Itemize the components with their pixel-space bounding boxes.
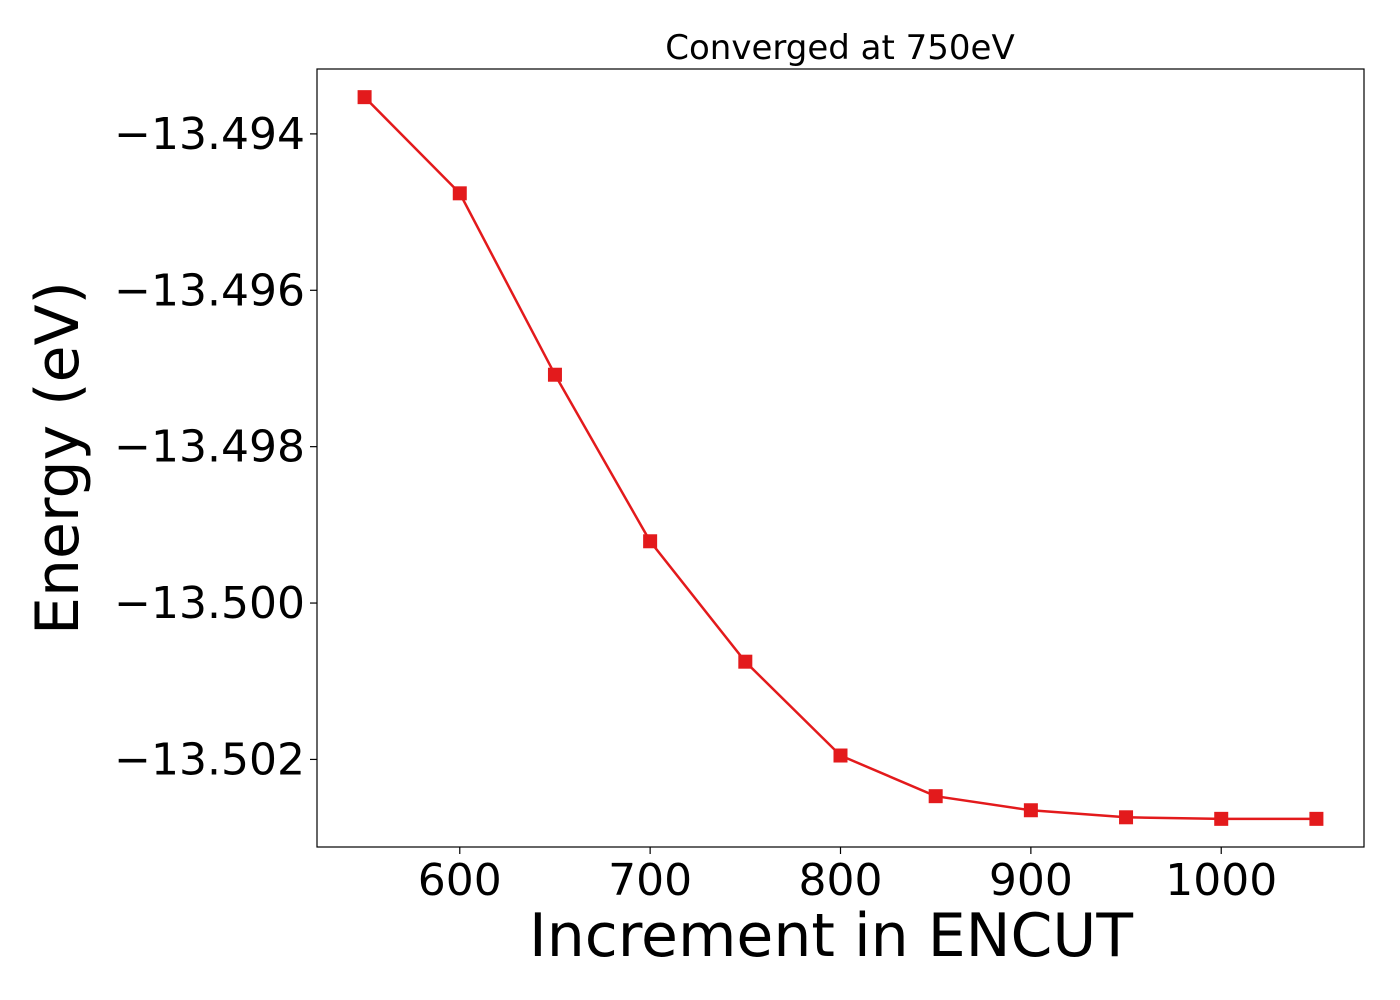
series-line: [363, 96, 1317, 821]
chart-title: Converged at 750eV: [665, 28, 1014, 68]
data-point: [1119, 810, 1134, 825]
data-point: [452, 186, 467, 201]
data-point: [1214, 811, 1229, 826]
x-tick-label: 900: [989, 855, 1073, 906]
x-tick-label: 600: [418, 855, 502, 906]
data-point: [1023, 803, 1038, 818]
x-axis-ticks: 600 700 800 900 1000: [418, 847, 1277, 906]
y-tick-label: −13.494: [114, 109, 305, 160]
y-axis-ticks: −13.494 −13.496 −13.498 −13.500 −13.502: [114, 109, 317, 785]
plot-series: [357, 90, 1324, 826]
data-point: [643, 534, 658, 549]
x-tick-label: 800: [799, 855, 883, 906]
data-point: [738, 654, 753, 669]
data-point: [833, 748, 848, 763]
y-axis-label: Energy (eV): [23, 281, 93, 635]
x-tick-label: 1000: [1165, 855, 1277, 906]
y-tick-label: −13.496: [114, 265, 305, 316]
data-point: [928, 789, 943, 804]
x-tick-label: 700: [608, 855, 692, 906]
x-axis-label: Increment in ENCUT: [529, 901, 1133, 971]
y-tick-label: −13.500: [114, 578, 305, 629]
data-point: [1309, 811, 1324, 826]
data-point: [357, 90, 372, 105]
y-tick-label: −13.498: [114, 422, 305, 473]
data-point: [547, 367, 562, 382]
y-tick-label: −13.502: [114, 734, 305, 785]
plot-frame: [316, 68, 1365, 848]
